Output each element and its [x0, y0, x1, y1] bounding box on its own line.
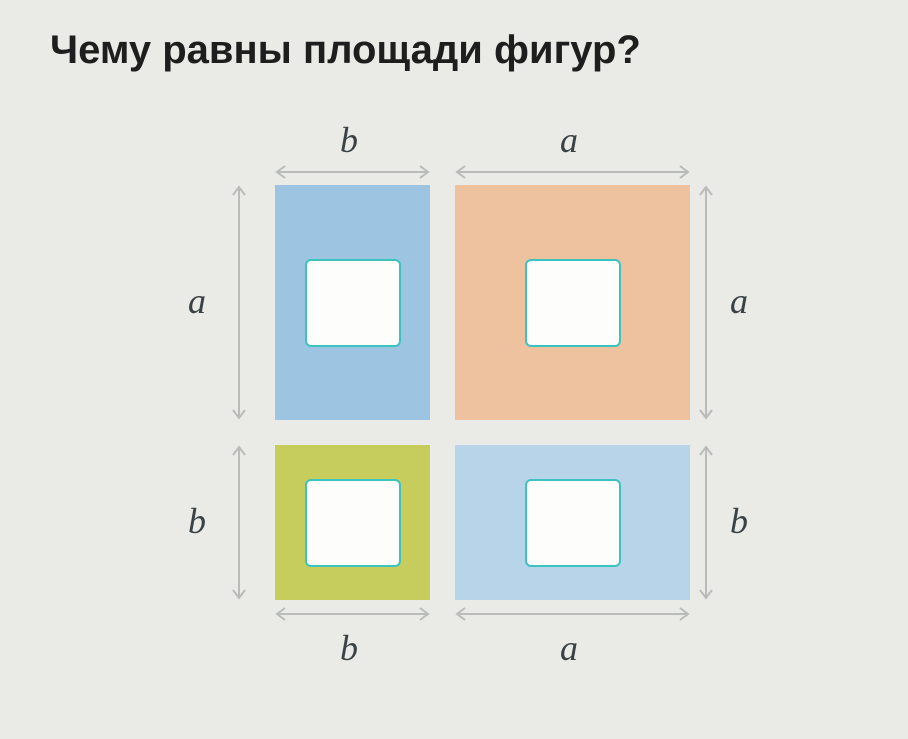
- dim-arrow-right-b: [697, 445, 715, 600]
- answer-box-4[interactable]: [525, 479, 621, 567]
- label-left-a: a: [188, 283, 206, 319]
- fig-bottom-left: [275, 445, 430, 600]
- dim-arrow-right-a: [697, 185, 715, 420]
- label-top-b: b: [340, 122, 358, 158]
- label-right-b: b: [730, 503, 748, 539]
- fig-top-right: [455, 185, 690, 420]
- answer-box-1[interactable]: [305, 259, 401, 347]
- dim-arrow-bottom-b: [275, 605, 430, 623]
- label-left-b: b: [188, 503, 206, 539]
- label-right-a: a: [730, 283, 748, 319]
- dim-arrow-bottom-a: [455, 605, 690, 623]
- dim-arrow-left-b: [230, 445, 248, 600]
- dim-arrow-top-a: [455, 163, 690, 181]
- fig-bottom-right: [455, 445, 690, 600]
- dim-arrow-top-b: [275, 163, 430, 181]
- page-title: Чему равны площади фигур?: [50, 28, 641, 73]
- answer-box-3[interactable]: [305, 479, 401, 567]
- label-top-a: a: [560, 122, 578, 158]
- fig-top-left: [275, 185, 430, 420]
- label-bottom-b: b: [340, 630, 358, 666]
- answer-box-2[interactable]: [525, 259, 621, 347]
- diagram-stage: b a a a b b: [0, 100, 908, 700]
- dim-arrow-left-a: [230, 185, 248, 420]
- label-bottom-a: a: [560, 630, 578, 666]
